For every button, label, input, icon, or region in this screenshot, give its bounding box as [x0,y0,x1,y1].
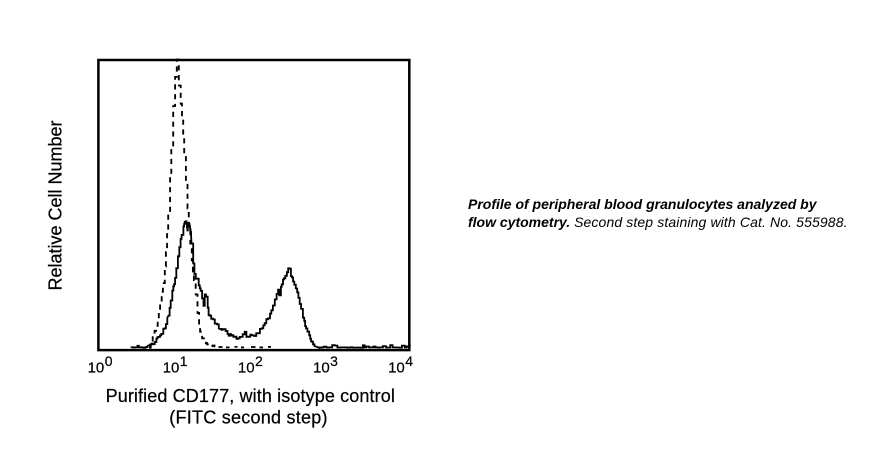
svg-text:Purified CD177, with isotype c: Purified CD177, with isotype control [106,386,395,406]
svg-text:102: 102 [238,353,263,376]
svg-text:100: 100 [88,353,113,376]
svg-text:104: 104 [388,353,413,376]
svg-text:103: 103 [313,353,338,376]
svg-text:Relative Cell Number: Relative Cell Number [46,120,66,290]
svg-text:(FITC second step): (FITC second step) [169,408,328,428]
svg-text:101: 101 [163,353,188,376]
